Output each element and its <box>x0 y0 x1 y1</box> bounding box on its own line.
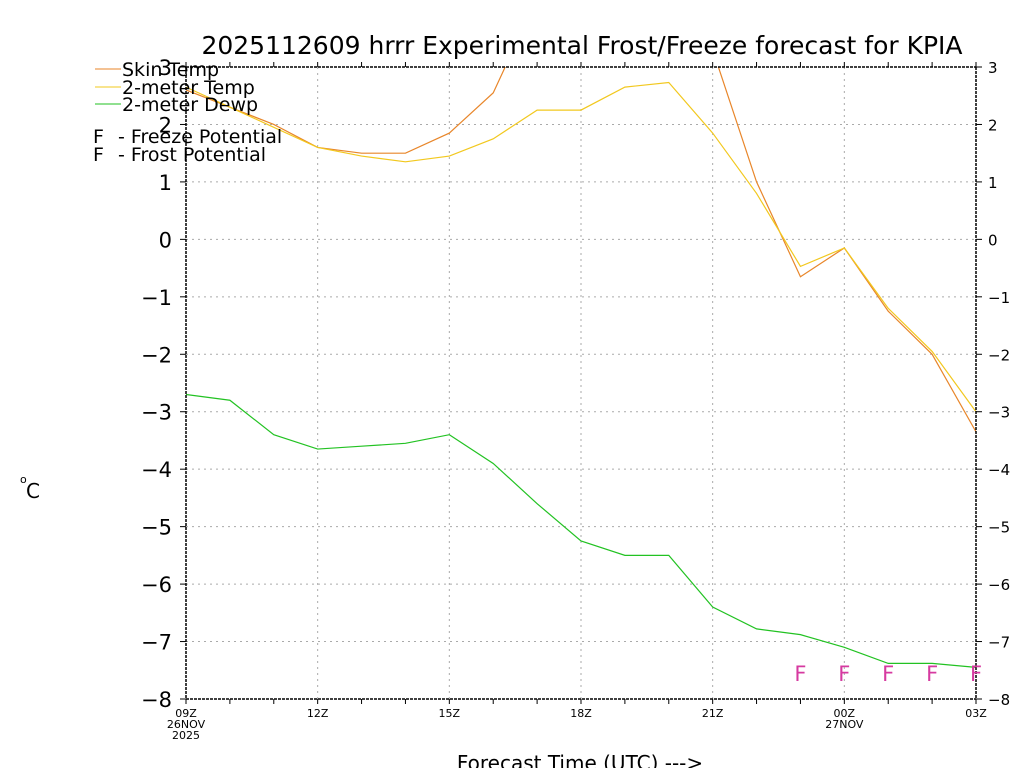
x-tick-label: 26NOV <box>167 718 206 731</box>
y-tick-label-right: 1 <box>988 174 998 192</box>
freeze-marker: F <box>882 662 894 686</box>
y-axis-unit: o C <box>20 473 40 503</box>
legend: Skin Temp 2-meter Temp 2-meter Dewp F - … <box>93 59 282 166</box>
y-tick-label-left: 0 <box>159 228 172 252</box>
y-tick-label-left: −3 <box>141 401 172 425</box>
series-line-2-meter-dewp <box>186 393 976 668</box>
x-tick-label: 15Z <box>439 707 461 720</box>
legend-freeze-symbol: F <box>93 126 104 148</box>
y-tick-label-left: −2 <box>141 343 172 367</box>
y-tick-label-left: 1 <box>159 171 172 195</box>
legend-freeze-label: - Freeze Potential <box>118 126 282 148</box>
legend-frost-symbol: F <box>93 144 104 166</box>
x-tick-label: 27NOV <box>825 718 864 731</box>
y-tick-label-left: −8 <box>141 688 172 712</box>
x-tick-label: 03Z <box>965 707 987 720</box>
y-tick-label-left: 3 <box>159 56 172 80</box>
series-line-2-meter-temp <box>186 81 976 413</box>
x-axis-label: Forecast Time (UTC) ---> <box>457 751 703 768</box>
y-tick-label-left: 2 <box>159 113 172 137</box>
legend-label-skin-temp: Skin Temp <box>122 59 219 81</box>
y-tick-label-right: 2 <box>988 116 998 134</box>
freeze-marker: F <box>970 662 982 686</box>
series-group <box>186 67 976 668</box>
y-tick-label-left: −4 <box>141 458 172 482</box>
x-tick-label: 12Z <box>307 707 329 720</box>
y-tick-label-right: −4 <box>988 461 1010 479</box>
y-tick-label-left: −6 <box>141 573 172 597</box>
y-tick-label-left: −7 <box>141 631 172 655</box>
y-tick-label-left: −1 <box>141 286 172 310</box>
legend-label-2m-temp: 2-meter Temp <box>122 77 255 99</box>
chart-title: 2025112609 hrrr Experimental Frost/Freez… <box>201 31 962 60</box>
degree-symbol: o <box>20 473 27 486</box>
y-tick-label-right: −1 <box>988 289 1010 307</box>
axes-frame <box>180 62 982 704</box>
y-axis-unit-letter: C <box>26 479 40 503</box>
y-tick-labels: 3 3 2 2 1 1 0 0 −1 −1 −2 −2 −3 −3 −4 −4 −5 −5 −6 −6 −7 −7 −8 −8 <box>141 56 1010 712</box>
y-tick-label-right: −8 <box>988 691 1010 709</box>
freeze-marker: F <box>838 662 850 686</box>
x-tick-label: 00Z <box>834 707 856 720</box>
y-tick-label-right: −3 <box>988 404 1010 422</box>
y-tick-label-right: 0 <box>988 231 998 249</box>
x-tick-label: 21Z <box>702 707 724 720</box>
grid-lines <box>186 67 976 699</box>
freeze-marker: F <box>926 662 938 686</box>
y-tick-label-right: −7 <box>988 634 1010 652</box>
legend-label-2m-dewp: 2-meter Dewp <box>122 94 258 116</box>
y-tick-label-right: −6 <box>988 576 1010 594</box>
x-tick-label: 2025 <box>172 729 200 742</box>
y-tick-label-right: 3 <box>988 59 998 77</box>
freeze-marker: F <box>794 662 806 686</box>
y-tick-label-left: −5 <box>141 516 172 540</box>
x-tick-label: 18Z <box>570 707 592 720</box>
y-tick-label-right: −2 <box>988 346 1010 364</box>
y-tick-label-right: −5 <box>988 519 1010 537</box>
legend-frost-label: - Frost Potential <box>118 144 266 166</box>
x-tick-label: 09Z <box>175 707 197 720</box>
